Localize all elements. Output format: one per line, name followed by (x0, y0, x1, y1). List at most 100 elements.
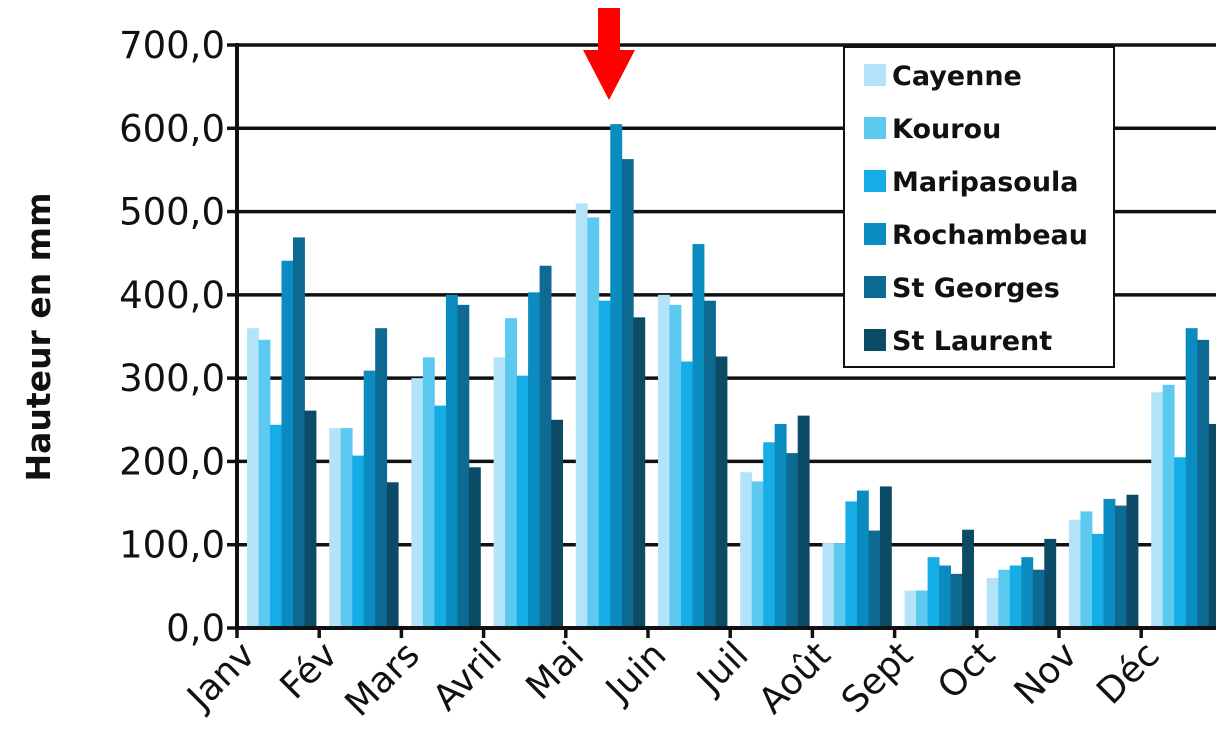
bar (1174, 457, 1187, 628)
bar (528, 292, 540, 628)
bar (304, 410, 317, 628)
bar (445, 294, 458, 628)
bar (833, 543, 846, 628)
bar (340, 428, 353, 628)
bar (352, 455, 365, 628)
bar (516, 375, 529, 628)
bar (704, 300, 716, 628)
bar (751, 481, 764, 628)
bar (1009, 565, 1022, 628)
bar (868, 530, 881, 628)
legend-label: Rochambeau (892, 220, 1088, 251)
bar (493, 357, 506, 628)
bar (916, 590, 928, 628)
y-tick-label: 600,0 (119, 107, 225, 150)
bar (1021, 557, 1034, 628)
bar (1197, 339, 1210, 628)
bar (692, 244, 705, 628)
y-tick-label: 300,0 (119, 357, 225, 400)
x-tick-label: Juin (597, 634, 674, 711)
bar (247, 328, 259, 628)
bar (281, 260, 294, 628)
arrow-shaft (598, 8, 620, 52)
bar (633, 317, 646, 628)
bars (247, 124, 1216, 628)
bar (270, 424, 282, 628)
bar (879, 486, 892, 628)
legend-swatch (864, 223, 886, 245)
bar (715, 356, 728, 628)
x-tick-label: Mai (519, 634, 593, 708)
bar (551, 419, 563, 628)
bar (950, 573, 963, 628)
legend-swatch (864, 64, 886, 86)
bar (927, 557, 940, 628)
bar (411, 378, 424, 628)
bar (293, 237, 305, 628)
bar (1044, 538, 1057, 628)
bar (681, 361, 693, 628)
bar (797, 415, 810, 628)
y-tick-label: 0,0 (166, 607, 225, 650)
y-axis-label: Hauteur en mm (19, 193, 58, 482)
x-tick-label: Déc (1089, 634, 1167, 712)
y-tick-label: 100,0 (119, 524, 225, 567)
y-tick-label: 400,0 (119, 274, 225, 317)
bar (786, 453, 799, 628)
x-tick-label: Juil (688, 634, 756, 702)
legend-swatch (864, 276, 886, 298)
bar (363, 370, 376, 628)
bar (598, 300, 611, 628)
bar (375, 328, 388, 628)
bar (740, 472, 753, 628)
legend-label: Kourou (892, 114, 1001, 145)
bar (1126, 494, 1139, 628)
bar (1208, 423, 1216, 628)
bar (1092, 533, 1104, 628)
legend-box (843, 46, 1115, 368)
bar (258, 339, 271, 628)
bar (856, 490, 869, 628)
x-tick-label: Sept (834, 634, 921, 721)
bar (621, 159, 634, 628)
y-tick-label: 700,0 (119, 24, 225, 67)
bar (986, 578, 999, 628)
x-tick-label: Mars (337, 634, 427, 724)
legend-label: St Georges (892, 273, 1060, 304)
bar (329, 428, 342, 628)
legend-swatch (864, 117, 886, 139)
bar (763, 442, 776, 628)
bar (610, 124, 623, 628)
y-tick-label: 500,0 (119, 191, 225, 234)
bar (505, 318, 517, 628)
bar (386, 482, 399, 628)
bar (1103, 498, 1116, 628)
legend-label: Cayenne (892, 61, 1022, 92)
bar (845, 501, 858, 628)
x-tick-label: Fév (273, 634, 346, 707)
arrow-head (583, 50, 635, 100)
axes (227, 43, 1216, 638)
bar (575, 203, 588, 628)
bar (468, 467, 481, 628)
bar (1185, 328, 1198, 628)
bar (1032, 569, 1045, 628)
bar (904, 590, 917, 628)
legend-swatch (864, 170, 886, 192)
bar (539, 265, 552, 628)
bar (1115, 505, 1127, 628)
legend-label: Maripasoula (892, 167, 1079, 198)
bar (1080, 511, 1093, 628)
bar (939, 565, 951, 628)
x-tick-label: Août (751, 634, 839, 722)
bar (998, 569, 1011, 628)
bar (434, 405, 447, 628)
highlight-arrow (583, 8, 635, 100)
bar (1162, 384, 1175, 628)
bar (457, 304, 470, 628)
legend-swatch (864, 329, 886, 351)
bar (669, 304, 682, 628)
legend-label: St Laurent (892, 326, 1052, 357)
bar (962, 529, 974, 628)
